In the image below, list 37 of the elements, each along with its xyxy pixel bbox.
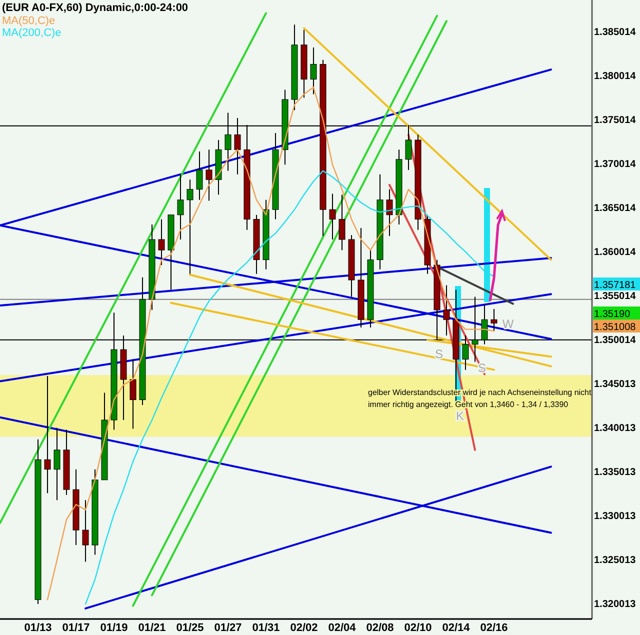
text: 1.357181 [594,280,636,291]
y-tick-label: 1.365014 [594,202,636,214]
x-tick-label: 02/08 [366,622,394,634]
annotation: S [434,347,444,361]
x-tick-label: 01/27 [214,622,242,634]
y-tick-label: 1.350014 [594,334,636,346]
x-tick-label: 02/02 [290,622,318,634]
annotation: W [502,317,514,331]
y-tick-label: 1.375014 [594,114,636,126]
text: 1.35190 [594,309,631,320]
y-tick-label: 1.385014 [594,26,636,38]
x-tick-label: 02/14 [442,622,471,634]
y-tick-label: 1.355014 [594,290,636,302]
text: MA(200,C)e [2,27,62,39]
chart-title: (EUR A0-FX,60) Dynamic,0:00-24:00 [2,2,188,14]
x-tick-label: 01/25 [176,622,204,634]
text: 1.351008 [594,322,636,333]
text: MA(50,C)e [2,15,56,27]
y-tick-label: 1.360014 [594,246,636,258]
y-tick-label: 1.325013 [594,555,636,566]
x-tick-label: 02/10 [404,622,432,634]
x-tick-label: 01/31 [252,622,280,634]
y-tick-label: 1.370014 [594,158,636,170]
y-tick-label: 1.320013 [594,599,636,610]
y-tick-label: 1.380014 [594,70,636,82]
y-tick-label: 1.330013 [594,511,636,522]
annotation: K [456,409,464,423]
x-tick-label: 01/17 [62,622,90,634]
y-tick-label: 1.345013 [594,378,636,390]
x-tick-label: 02/16 [480,622,508,634]
annotation: S [478,361,486,375]
x-tick-label: 01/13 [24,622,52,634]
x-tick-label: 02/04 [328,622,357,634]
y-tick-label: 1.335013 [594,467,636,478]
y-tick-label: 1.340013 [594,423,636,434]
x-tick-label: 01/19 [100,622,128,634]
x-tick-label: 01/21 [138,622,166,634]
